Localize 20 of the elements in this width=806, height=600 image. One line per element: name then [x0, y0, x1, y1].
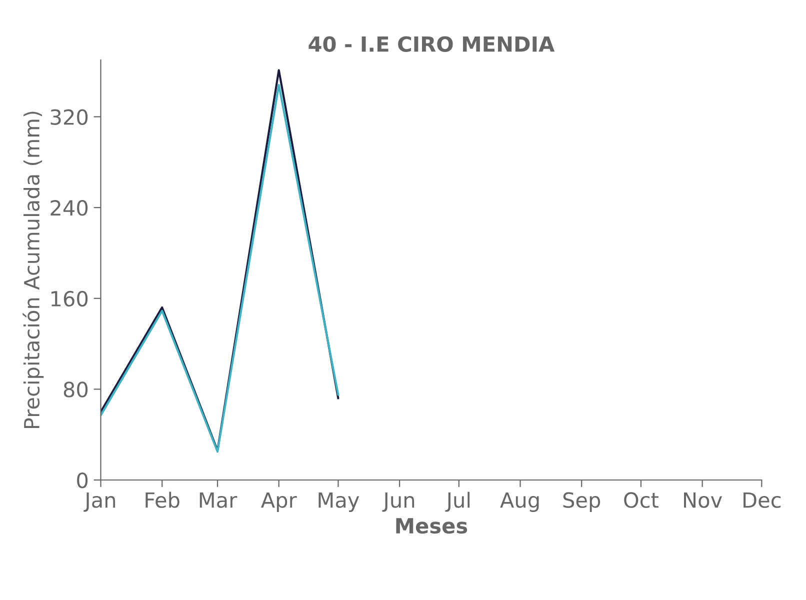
- y-tick-label: 320: [50, 109, 88, 125]
- x-tick-label: Jun: [382, 492, 414, 512]
- chart-title: 40 - I.E CIRO MENDIA: [308, 36, 555, 52]
- x-tick-label: Sep: [563, 492, 600, 512]
- x-tick-label: Apr: [260, 492, 297, 512]
- y-axis-title: Precipitación Acumulada (mm): [22, 112, 44, 428]
- y-tick-label: 240: [50, 200, 88, 216]
- x-axis-title: Meses: [396, 518, 468, 534]
- x-tick-label: Dec: [744, 492, 781, 508]
- x-tick-label: Aug: [500, 492, 539, 512]
- y-tick-label: 80: [64, 382, 88, 398]
- y-tick-label: 160: [51, 290, 88, 307]
- y-tick-label: 0: [77, 472, 88, 488]
- x-tick-label: Oct: [624, 492, 658, 508]
- x-tick-label: Feb: [146, 492, 180, 508]
- x-tick-label: Jan: [84, 492, 116, 512]
- x-tick-label: Mar: [200, 492, 238, 508]
- x-tick-label: Nov: [684, 492, 722, 508]
- x-tick-label: May: [318, 492, 360, 512]
- x-tick-label: Jul: [445, 492, 470, 512]
